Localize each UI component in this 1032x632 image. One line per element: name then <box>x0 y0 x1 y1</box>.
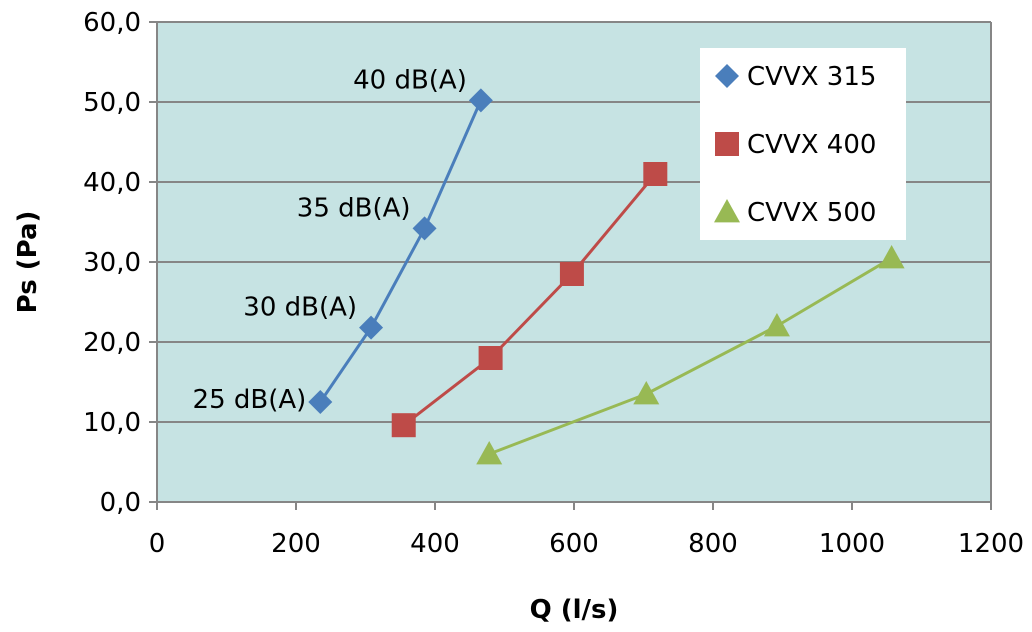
legend-marker <box>715 132 739 156</box>
data-point <box>763 313 790 337</box>
x-tick-label: 1000 <box>819 529 885 559</box>
series-cvvx-400 <box>391 162 668 438</box>
series-line <box>402 173 657 427</box>
annotations: 25 dB(A) 30 dB(A) 35 dB(A) 40 dB(A) <box>193 65 467 415</box>
data-point <box>359 315 384 340</box>
legend-label: CVVX 500 <box>747 198 876 228</box>
x-tick-label: 600 <box>549 529 599 559</box>
legend-item: CVVX 400 <box>715 130 876 160</box>
series-cvvx-315 <box>308 88 493 414</box>
legend-item: CVVX 500 <box>714 198 876 228</box>
x-tick-label: 200 <box>271 529 321 559</box>
legend-item: CVVX 315 <box>715 62 876 92</box>
data-point <box>478 346 503 370</box>
y-tick-label: 40,0 <box>83 168 141 198</box>
data-point <box>468 88 493 113</box>
x-tick-label: 800 <box>688 529 738 559</box>
legend-label: CVVX 315 <box>747 62 876 92</box>
annotation-label: 30 dB(A) <box>243 293 357 323</box>
y-tick-label: 60,0 <box>83 8 141 38</box>
legend: CVVX 315 CVVX 400 CVVX 500 <box>700 48 906 240</box>
data-point <box>878 245 905 269</box>
legend-label: CVVX 400 <box>747 130 876 160</box>
x-tick-label: 0 <box>149 529 166 559</box>
series-line <box>319 99 483 403</box>
data-point <box>391 413 416 438</box>
annotation-label: 35 dB(A) <box>297 193 411 223</box>
x-axis-title: Q (l/s) <box>530 595 619 625</box>
data-point <box>412 216 437 241</box>
data-point <box>476 441 503 465</box>
y-tick-label: 20,0 <box>83 328 141 358</box>
y-tick-label: 10,0 <box>83 408 141 438</box>
annotation-label: 25 dB(A) <box>193 385 307 415</box>
legend-marker <box>714 199 740 223</box>
y-tick-label: 0,0 <box>100 488 141 518</box>
data-point <box>643 162 668 186</box>
y-axis-ticks: 0,0 10,0 20,0 30,0 40,0 50,0 60,0 <box>83 8 157 518</box>
data-point <box>633 381 660 405</box>
series-cvvx-500 <box>476 245 905 465</box>
data-point <box>308 390 333 414</box>
y-axis-title: Ps (Pa) <box>13 211 43 314</box>
legend-marker <box>715 64 739 88</box>
series-layer <box>308 88 905 465</box>
data-point <box>559 262 584 286</box>
y-tick-label: 30,0 <box>83 248 141 278</box>
series-line <box>488 256 893 456</box>
y-tick-label: 50,0 <box>83 88 141 118</box>
annotation-label: 40 dB(A) <box>353 65 467 95</box>
x-tick-label: 400 <box>410 529 460 559</box>
x-axis-ticks: 0 200 400 600 800 1000 1200 <box>149 502 1024 559</box>
x-tick-label: 1200 <box>958 529 1024 559</box>
